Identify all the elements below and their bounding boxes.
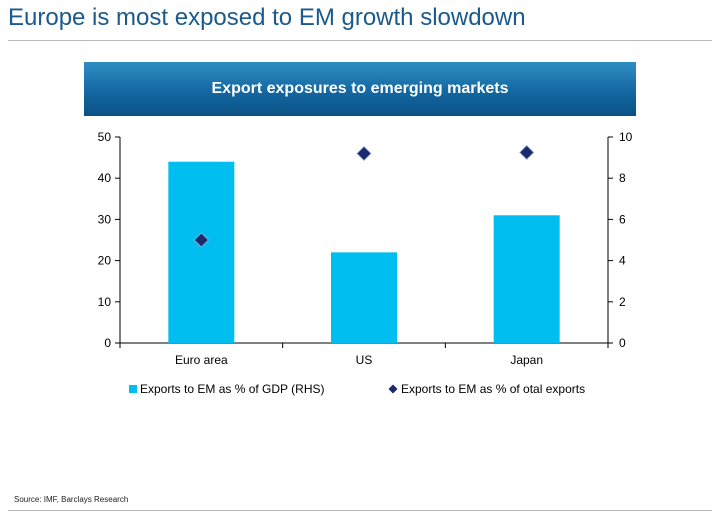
y-right-tick-label: 0: [619, 336, 626, 350]
bar-japan: [493, 215, 560, 343]
y-left-tick-label: 50: [98, 130, 112, 144]
y-left-tick-label: 40: [98, 171, 112, 185]
y-right-tick-label: 6: [619, 212, 626, 226]
y-left-tick-label: 10: [98, 295, 112, 309]
legend-label-bar: Exports to EM as % of GDP (RHS): [140, 382, 325, 396]
bar-euro-area: [168, 161, 235, 343]
footer-divider: [8, 510, 712, 511]
y-left-tick-label: 20: [98, 254, 112, 268]
diamond-point-japan: [519, 144, 535, 161]
legend-swatch-diamond: [388, 384, 398, 394]
legend-label-diamond: Exports to EM as % of otal exports: [401, 382, 585, 396]
y-right-tick-label: 2: [619, 295, 626, 309]
x-tick-label: US: [356, 353, 373, 367]
y-left-tick-label: 30: [98, 212, 112, 226]
legend-swatch-bar: [129, 385, 137, 393]
y-left-tick-label: 0: [104, 336, 111, 350]
x-tick-label: Euro area: [175, 353, 228, 367]
diamond-point-us: [356, 145, 372, 162]
chart-title: Export exposures to emerging markets: [84, 62, 636, 116]
y-right-tick-label: 4: [619, 254, 626, 268]
bar-us: [331, 252, 397, 343]
x-tick-label: Japan: [510, 353, 543, 367]
source-note: Source: IMF, Barclays Research: [14, 495, 129, 504]
page-title: Europe is most exposed to EM growth slow…: [8, 4, 526, 31]
y-right-tick-label: 8: [619, 171, 626, 185]
y-right-tick-label: 10: [619, 130, 633, 144]
title-divider: [8, 40, 712, 41]
diamond-point-euro-area: [193, 232, 209, 248]
